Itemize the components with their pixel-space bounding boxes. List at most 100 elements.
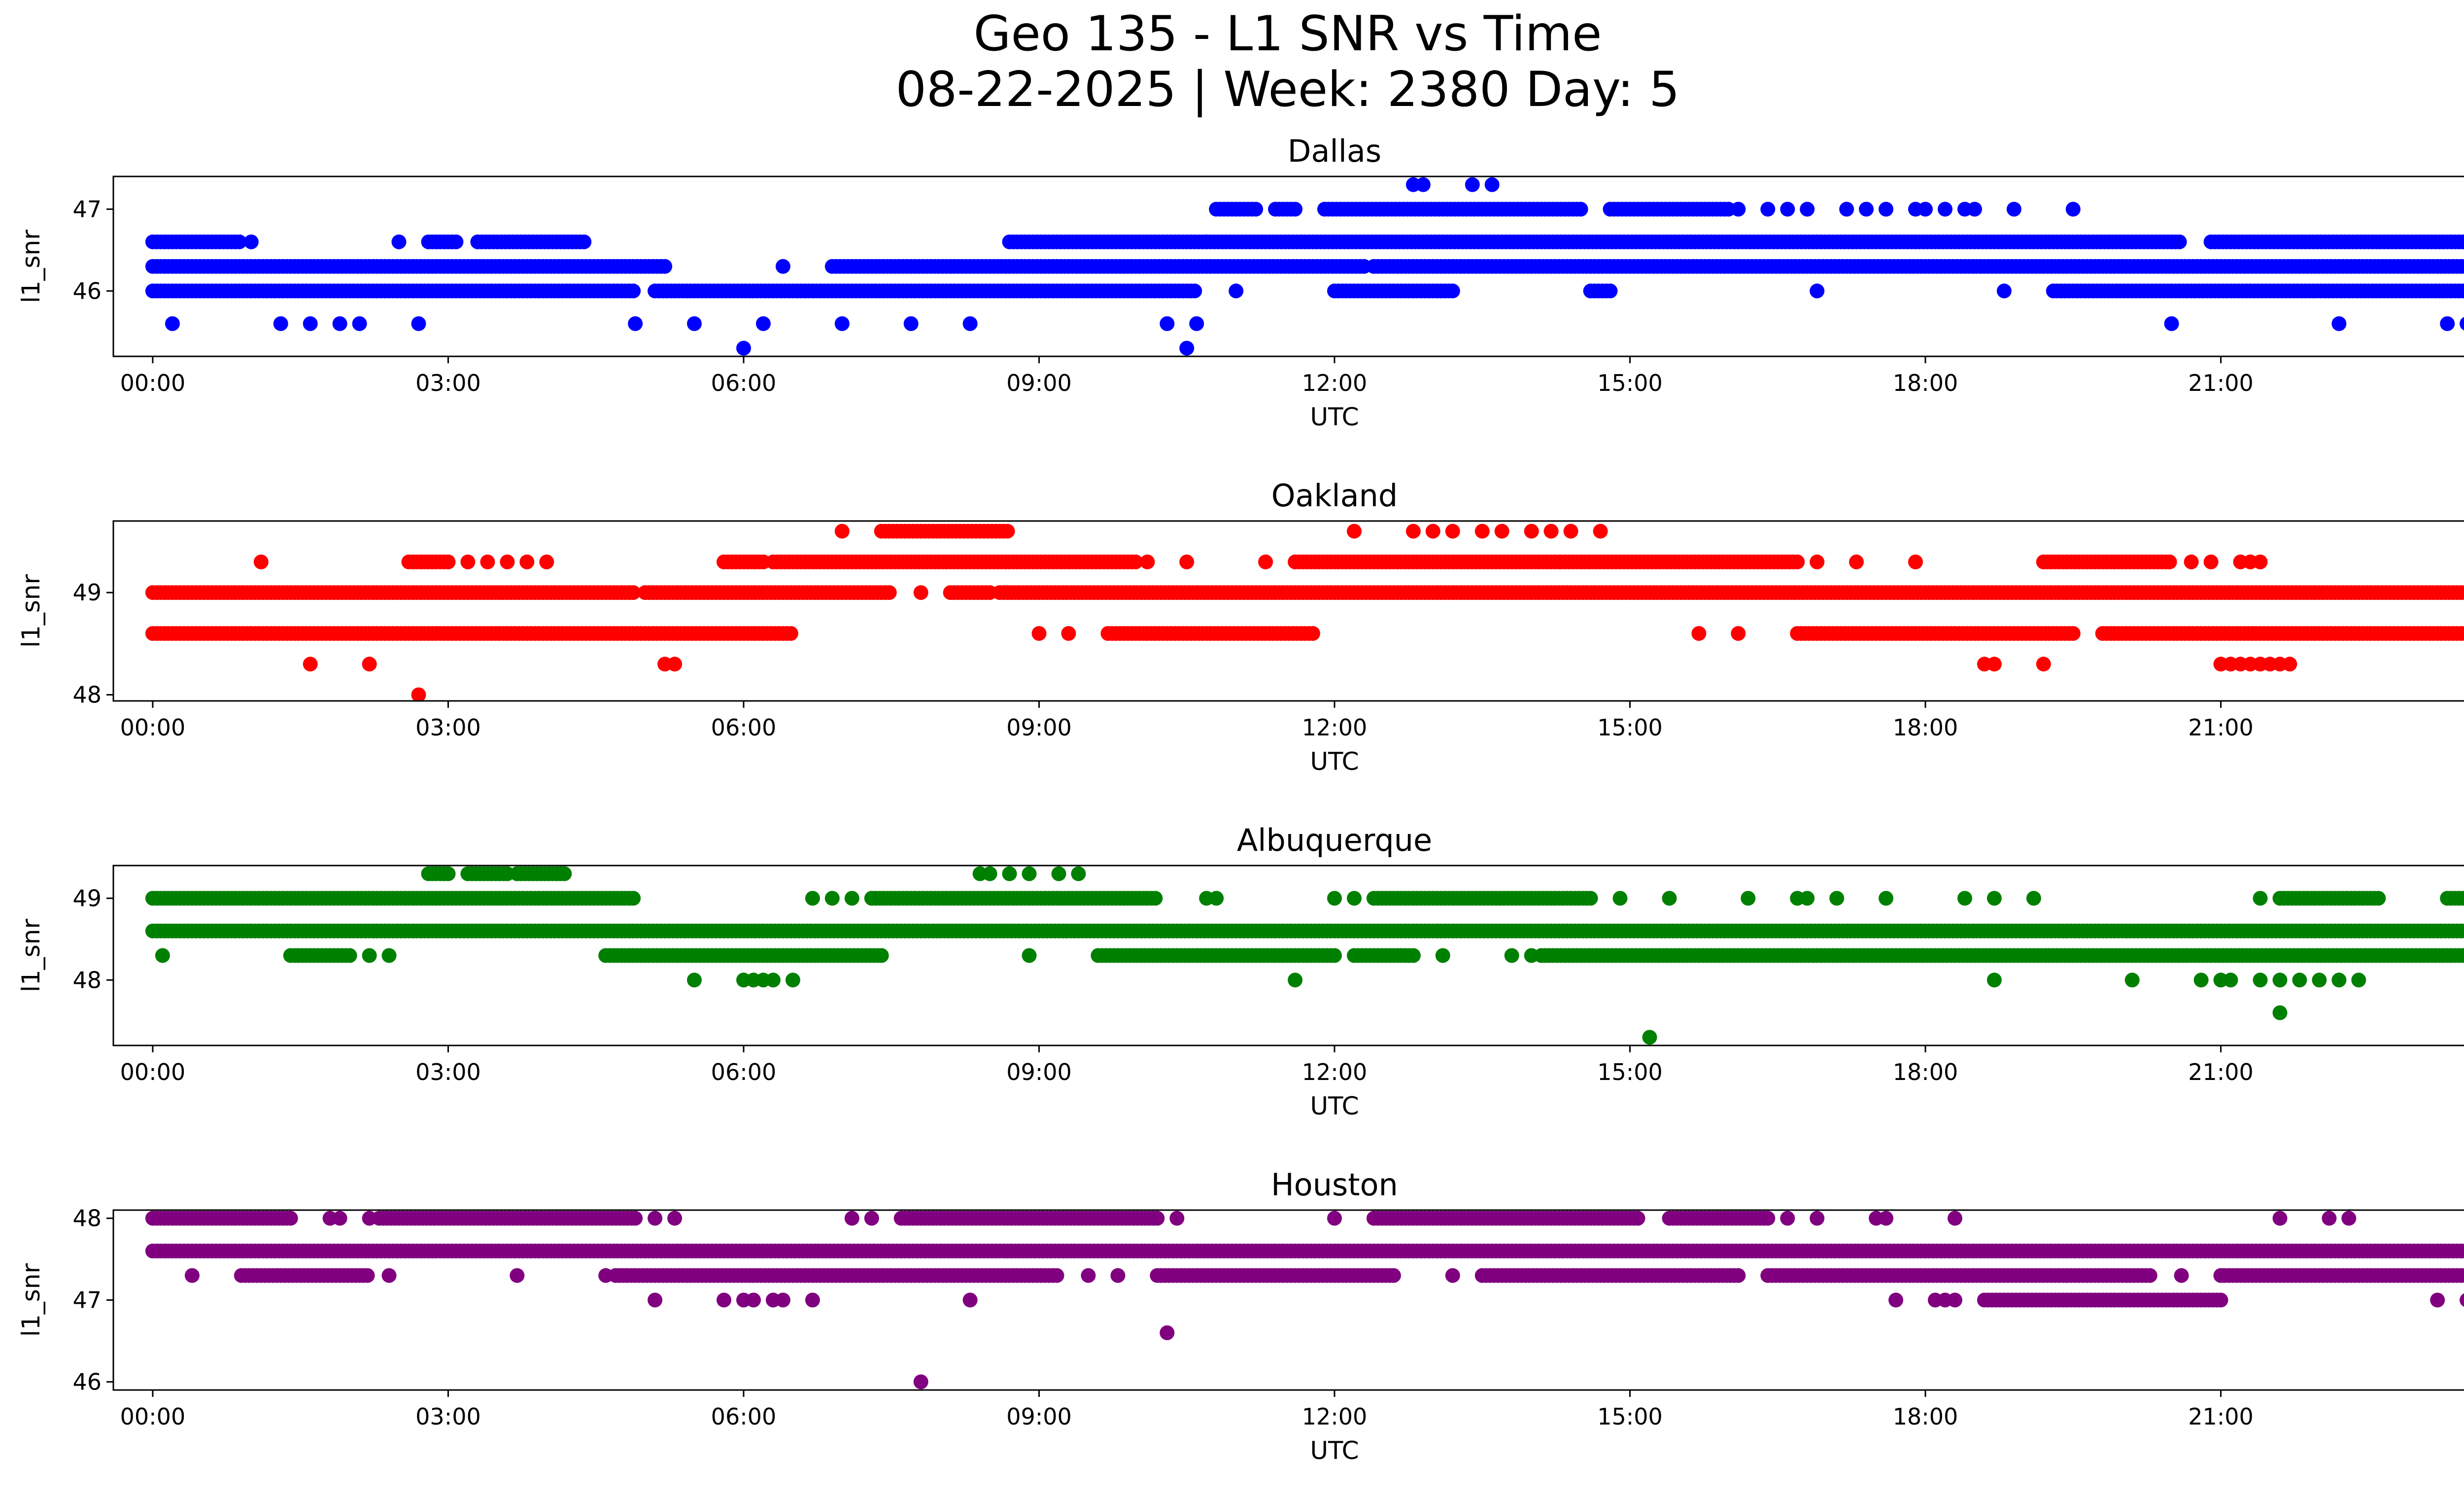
- y-tick-label: 49: [72, 885, 102, 911]
- data-point: [667, 657, 683, 672]
- data-point: [557, 866, 572, 881]
- data-point: [2331, 316, 2347, 331]
- data-point: [1445, 523, 1460, 539]
- data-point: [1986, 891, 2002, 906]
- data-point: [626, 891, 641, 906]
- data-point: [448, 234, 464, 249]
- x-tick-label: 12:00: [1302, 370, 1368, 396]
- data-point: [539, 555, 554, 569]
- data-point: [2462, 925, 2464, 937]
- data-point: [243, 234, 259, 249]
- scatter-series: [145, 523, 2464, 701]
- x-axis-label: UTC: [1310, 747, 1359, 776]
- data-point: [1986, 657, 2002, 672]
- x-tick-label: 21:00: [2188, 714, 2254, 741]
- data-point: [903, 316, 919, 331]
- data-point: [1957, 891, 1972, 906]
- data-point: [1524, 523, 1539, 539]
- subplot-title: Albuquerque: [1237, 822, 1432, 858]
- data-point: [2124, 973, 2140, 988]
- data-point: [1593, 523, 1608, 539]
- data-point: [1879, 202, 1894, 217]
- data-point: [1347, 891, 1362, 906]
- data-point: [628, 316, 643, 331]
- data-point: [736, 341, 751, 356]
- data-point: [2006, 202, 2021, 217]
- data-point: [1583, 891, 1598, 906]
- data-point: [1327, 891, 1342, 906]
- figure-title-line1: Geo 135 - L1 SNR vs Time: [974, 6, 1602, 62]
- data-point: [2312, 973, 2327, 988]
- data-point: [2460, 891, 2464, 905]
- x-tick-label: 00:00: [120, 1059, 186, 1085]
- data-point: [273, 316, 288, 331]
- data-point: [1524, 948, 1539, 963]
- data-point: [303, 316, 318, 331]
- data-point: [2460, 284, 2464, 298]
- data-point: [352, 316, 367, 331]
- data-point: [519, 555, 535, 569]
- data-point: [1494, 523, 1509, 539]
- data-point: [834, 523, 850, 539]
- data-point: [1731, 626, 1746, 641]
- data-point: [687, 973, 702, 988]
- y-axis-label: l1_snr: [17, 574, 45, 648]
- data-point: [1229, 283, 1244, 299]
- data-point: [332, 316, 347, 331]
- data-point: [1288, 202, 1303, 217]
- data-point: [2462, 628, 2464, 639]
- data-point: [2462, 587, 2464, 598]
- data-point: [342, 948, 357, 963]
- data-point: [2460, 948, 2464, 963]
- x-tick-label: 09:00: [1006, 714, 1072, 741]
- data-point: [2440, 316, 2455, 331]
- data-point: [2458, 1244, 2464, 1258]
- data-point: [882, 585, 897, 600]
- data-point: [2272, 973, 2288, 988]
- data-point: [2253, 973, 2268, 988]
- data-point: [1061, 626, 1076, 641]
- data-point: [1179, 341, 1195, 356]
- data-point: [1484, 177, 1500, 192]
- data-point: [2460, 235, 2464, 249]
- x-tick-label: 06:00: [711, 1059, 777, 1085]
- x-tick-label: 15:00: [1597, 370, 1663, 396]
- data-point: [1140, 555, 1155, 569]
- data-point: [2203, 555, 2219, 569]
- data-point: [1800, 891, 1815, 906]
- data-point: [2162, 555, 2177, 569]
- data-point: [1031, 626, 1047, 641]
- y-axis-label: l1_snr: [17, 919, 45, 992]
- data-point: [1405, 523, 1421, 539]
- data-point: [1691, 626, 1707, 641]
- data-point: [2272, 1005, 2288, 1020]
- subplot-title: Dallas: [1288, 133, 1381, 169]
- data-point: [2371, 891, 2386, 906]
- x-tick-label: 03:00: [415, 370, 481, 396]
- data-point: [2164, 316, 2179, 331]
- data-point: [1425, 523, 1440, 539]
- data-point: [1918, 202, 1933, 217]
- data-point: [1642, 1030, 1657, 1045]
- data-point: [1543, 523, 1559, 539]
- data-point: [1760, 202, 1776, 217]
- data-point: [2458, 923, 2464, 939]
- data-point: [441, 866, 456, 881]
- data-point: [1022, 948, 1037, 963]
- data-point: [1148, 891, 1163, 906]
- data-point: [2184, 555, 2199, 569]
- data-point: [165, 316, 180, 331]
- figure-title-line2: 08-22-2025 | Week: 2380 Day: 5: [896, 62, 1680, 118]
- data-point: [2292, 973, 2307, 988]
- x-tick-label: 09:00: [1006, 1059, 1072, 1085]
- data-point: [232, 234, 247, 249]
- data-point: [577, 234, 592, 249]
- data-point: [1563, 523, 1578, 539]
- x-tick-label: 18:00: [1893, 1059, 1958, 1085]
- data-point: [1258, 555, 1273, 569]
- data-point: [2172, 234, 2187, 249]
- data-point: [657, 259, 673, 274]
